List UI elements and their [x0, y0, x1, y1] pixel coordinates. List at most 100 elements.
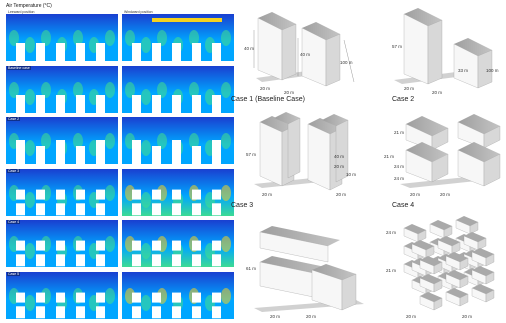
- case2-bldg2-side: [477, 49, 493, 89]
- temperature-region: [221, 184, 231, 201]
- temperature-region: [141, 242, 151, 259]
- building-block: [192, 202, 201, 215]
- building-block: [96, 202, 105, 215]
- temperature-region: [105, 29, 115, 46]
- case4-dim-5: 20 m: [410, 192, 420, 197]
- cfd-panel: [122, 168, 234, 218]
- building-block: [212, 202, 221, 215]
- building-block: [152, 305, 161, 318]
- case1-bldg2-side: [325, 33, 341, 87]
- cfd-panel: Case 5: [6, 271, 118, 321]
- case4-label: Case 4: [392, 202, 415, 209]
- case1-drawing: [253, 12, 355, 87]
- building-block: [96, 292, 105, 303]
- building-block: [152, 292, 161, 303]
- building-block: [16, 254, 25, 267]
- row-label: Baseline case: [7, 65, 31, 70]
- temperature-region: [73, 29, 83, 46]
- case6-block-side: [433, 261, 443, 275]
- case3-label: Case 3: [231, 202, 254, 209]
- building-block: [192, 240, 201, 251]
- temperature-region: [157, 81, 167, 98]
- building-block: [132, 202, 141, 215]
- temperature-region: [141, 36, 151, 53]
- temperature-region: [221, 29, 231, 46]
- building-block: [212, 140, 221, 166]
- building-block: [212, 189, 221, 200]
- building-block: [132, 94, 141, 115]
- building-block: [16, 305, 25, 318]
- building-block: [152, 240, 161, 251]
- building-block: [212, 43, 221, 63]
- building-block: [96, 43, 105, 63]
- building-block: [36, 189, 45, 200]
- temperature-region: [125, 29, 135, 46]
- ground-strip: [122, 318, 234, 321]
- building-block: [132, 189, 141, 200]
- building-block: [132, 292, 141, 303]
- building-block: [96, 305, 105, 318]
- building-block: [36, 146, 45, 166]
- building-block: [172, 292, 181, 303]
- case3-dim-4: 10 m: [346, 172, 356, 177]
- case6-block-top: [404, 224, 426, 234]
- case6-block-top: [420, 274, 442, 284]
- building-block: [172, 202, 181, 215]
- building-block: [36, 94, 45, 115]
- building-block: [56, 94, 65, 115]
- building-block: [212, 305, 221, 318]
- case2-bldg1-side: [427, 19, 443, 85]
- temperature-region: [189, 132, 199, 149]
- building-block: [16, 43, 25, 63]
- case6-block-side: [425, 245, 435, 259]
- building-block: [172, 140, 181, 166]
- case6-block-top: [472, 266, 494, 276]
- building-block: [172, 305, 181, 318]
- temperature-region: [141, 294, 151, 311]
- case6-block-top: [456, 216, 478, 226]
- case6-block-side: [485, 253, 495, 267]
- building-block: [96, 94, 105, 115]
- case2-dim-2: 20 m: [404, 86, 414, 91]
- building-block: [36, 254, 45, 267]
- building-block: [192, 254, 201, 267]
- case1-dim-4: 20 m: [284, 90, 294, 95]
- case5-dim-1: 61 m: [246, 266, 256, 271]
- building-block: [212, 94, 221, 115]
- building-block: [16, 202, 25, 215]
- building-block: [212, 292, 221, 303]
- building-block: [96, 189, 105, 200]
- case1-bldg1-side: [281, 23, 297, 81]
- temperature-region: [25, 36, 35, 53]
- temperature-region: [189, 81, 199, 98]
- building-block: [132, 305, 141, 318]
- case4-shadow: [400, 176, 486, 188]
- building-block: [192, 146, 201, 166]
- case6-block-top: [412, 240, 434, 250]
- building-block: [56, 292, 65, 303]
- column-header-leeward: Leeward position: [8, 10, 35, 14]
- case2-label: Case 2: [392, 96, 415, 103]
- case6-block-side: [469, 221, 479, 235]
- building-block: [76, 146, 85, 166]
- building-block: [172, 189, 181, 200]
- cfd-panel: Case 4: [6, 220, 118, 269]
- building-block: [76, 254, 85, 267]
- case2-dim-4: 33 m: [458, 68, 468, 73]
- case5-dim-3: 20 m: [306, 314, 316, 319]
- cfd-panel: [122, 117, 234, 166]
- temperature-region: [221, 235, 231, 252]
- case6-block-side: [459, 293, 469, 307]
- case6-block-top: [438, 236, 460, 246]
- ground-strip: [6, 61, 118, 63]
- building-block: [36, 43, 45, 63]
- cfd-panel: Case 2: [6, 117, 118, 166]
- building-block: [152, 146, 161, 166]
- building-block: [212, 254, 221, 267]
- case6-block-top: [446, 288, 468, 298]
- temperature-region: [221, 81, 231, 98]
- case3-dim-5: 20 m: [262, 192, 272, 197]
- case6-block-side: [459, 275, 469, 289]
- building-block: [36, 305, 45, 318]
- building-block: [56, 305, 65, 318]
